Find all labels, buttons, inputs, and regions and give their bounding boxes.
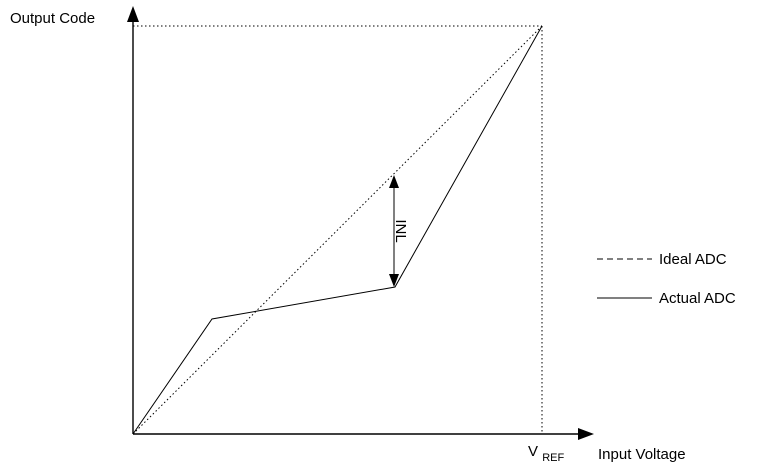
actual-adc-line xyxy=(132,25,543,435)
legend: Ideal ADC Actual ADC xyxy=(597,251,736,307)
inl-label: INL xyxy=(392,219,409,242)
inl-arrowhead-bottom xyxy=(389,274,399,287)
vref-label-subscript: REF xyxy=(542,452,564,464)
inl-arrowhead-top xyxy=(389,175,399,188)
vref-label: V REF xyxy=(528,443,564,464)
legend-ideal-label: Ideal ADC xyxy=(659,251,727,268)
legend-actual-label: Actual ADC xyxy=(659,290,736,307)
vref-label-main: V xyxy=(528,443,538,460)
x-axis-label: Input Voltage xyxy=(598,446,686,463)
x-axis-arrowhead xyxy=(578,428,594,440)
ideal-adc-line xyxy=(132,25,543,435)
y-axis-label: Output Code xyxy=(10,10,95,27)
y-axis-arrowhead xyxy=(127,6,139,22)
